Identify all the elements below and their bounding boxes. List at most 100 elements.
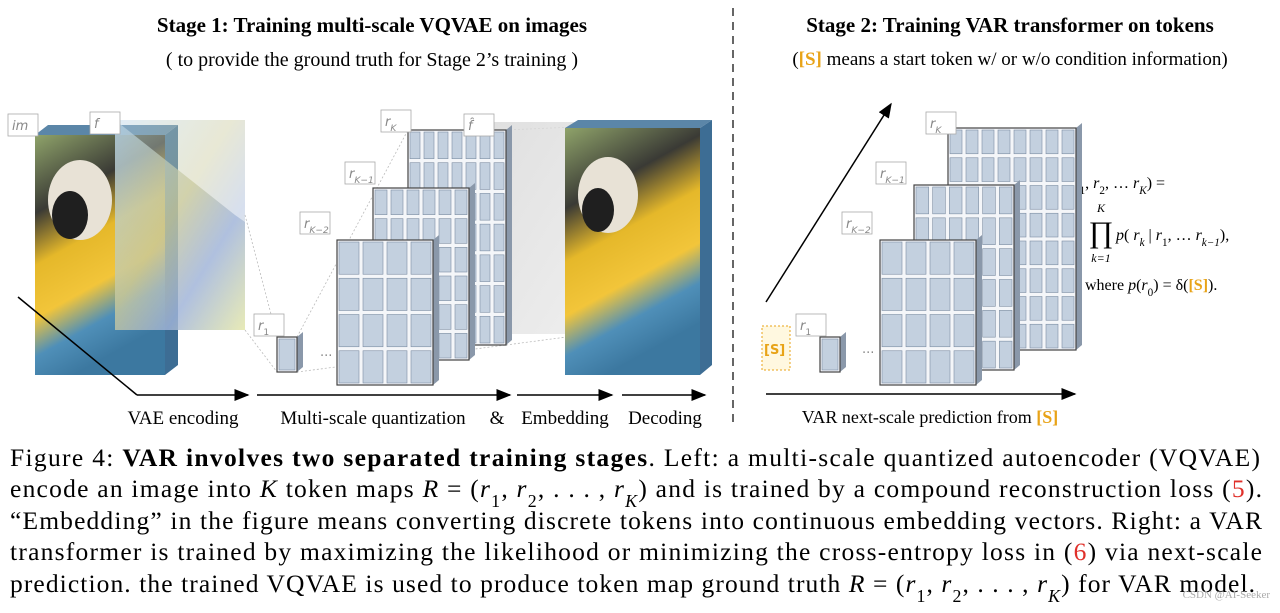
token-cell — [1061, 296, 1075, 321]
token-cell — [929, 241, 951, 275]
token-cell — [386, 277, 408, 311]
token-cell — [953, 314, 975, 348]
text-run: prediction. the trained VQVAE is used to… — [10, 569, 848, 598]
token-cell — [451, 131, 463, 160]
token-cell — [1061, 268, 1075, 293]
watermark: CSDN @AI-Seeker — [1183, 589, 1271, 601]
token-cell — [374, 189, 388, 215]
token-cell — [410, 314, 432, 348]
text-run: , … — [1168, 227, 1196, 244]
token-cell — [338, 241, 360, 275]
token-map-side — [469, 183, 475, 360]
token-cell — [493, 193, 505, 221]
token-cell — [479, 315, 491, 344]
text-run: 1 — [1080, 185, 1086, 197]
text-run: ··· — [320, 349, 332, 364]
text-run: r — [930, 117, 937, 132]
token-cell — [999, 340, 1013, 369]
token-cell — [981, 157, 995, 182]
stage1-subtitle: ( to provide the ground truth for Stage … — [166, 49, 578, 71]
token-cell — [881, 314, 903, 348]
token-cell — [479, 285, 491, 313]
caption-line: prediction. the trained VQVAE is used to… — [10, 569, 1255, 606]
token-cell — [1061, 129, 1075, 155]
token-cell — [1045, 268, 1059, 293]
token-cell — [493, 162, 505, 190]
tag-label: rK — [930, 117, 942, 136]
token-cell — [915, 186, 929, 215]
token-cell — [451, 162, 463, 190]
text-run: f̂ — [468, 119, 475, 134]
text-run: K−2 — [851, 226, 871, 236]
token-cell — [953, 277, 975, 311]
text-run: im — [12, 119, 28, 134]
scale-arrow — [765, 102, 892, 303]
tag-label: f — [94, 117, 101, 132]
text-run: 1 — [491, 491, 500, 511]
tag-label: rK−2 — [304, 217, 329, 236]
token-cell — [929, 314, 951, 348]
token-cell — [981, 129, 995, 155]
text-run: ) for VAR model. — [1061, 569, 1255, 598]
formula: where p(r0) = δ([S]). — [1085, 277, 1217, 299]
token-map-side — [840, 332, 846, 372]
tag-label: ··· — [862, 346, 874, 361]
token-cell — [438, 189, 452, 215]
token-cell — [821, 338, 839, 371]
tag-box — [795, 313, 827, 337]
token-cell — [1045, 240, 1059, 266]
text-run: ··· — [862, 346, 874, 361]
token-cell — [437, 131, 449, 160]
text-run: r — [480, 474, 490, 503]
text-run: k — [1140, 237, 1146, 249]
token-cell — [386, 350, 408, 384]
token-cell — [493, 223, 505, 252]
text-run: r — [304, 217, 311, 232]
text-run: r — [1093, 175, 1100, 192]
token-cell — [438, 333, 452, 359]
tag-box — [380, 109, 412, 133]
token-map-side — [976, 235, 982, 385]
text-run: r — [1196, 227, 1203, 244]
token-cell — [929, 277, 951, 311]
token-cell — [1029, 212, 1043, 238]
token-cell — [493, 131, 505, 160]
text-run: 1 — [805, 328, 811, 338]
token-cell — [1013, 129, 1027, 155]
token-cell — [1029, 240, 1043, 266]
text-run: R — [848, 569, 865, 598]
text-run: ( — [1136, 277, 1141, 294]
text-run: R — [422, 474, 439, 503]
text-run: means a start token w/ or w/o condition … — [822, 49, 1228, 70]
text-run: r — [800, 319, 807, 334]
text-run: , — [501, 474, 515, 503]
token-cell — [438, 304, 452, 330]
text-run: r — [846, 217, 853, 232]
token-map-side — [1076, 123, 1082, 350]
token-cell — [454, 218, 468, 244]
token-cell — [953, 241, 975, 275]
text-run: k−1 — [1202, 237, 1220, 249]
tag-box — [89, 111, 121, 135]
token-cell — [965, 157, 979, 182]
token-cell — [1029, 296, 1043, 321]
token-map — [336, 235, 439, 386]
text-run: [S] — [1188, 277, 1208, 294]
text-run: 0 — [1148, 287, 1154, 299]
stage2-label: VAR next-scale prediction from [S] — [802, 407, 1059, 427]
token-cell — [422, 189, 436, 215]
stage2-subtitle: ([S] means a start token w/ or w/o condi… — [792, 49, 1227, 70]
caption: Figure 4: VAR involves two separated tra… — [10, 443, 1262, 606]
token-cell — [493, 285, 505, 313]
token-cell — [1029, 157, 1043, 182]
start-token-box — [761, 325, 791, 371]
token-cell — [1029, 129, 1043, 155]
token-cell — [278, 338, 296, 371]
token-cell — [362, 314, 384, 348]
token-cell — [454, 189, 468, 215]
token-cell — [881, 241, 903, 275]
token-cell — [881, 350, 903, 384]
tag-box — [7, 113, 39, 137]
token-cell — [454, 247, 468, 273]
